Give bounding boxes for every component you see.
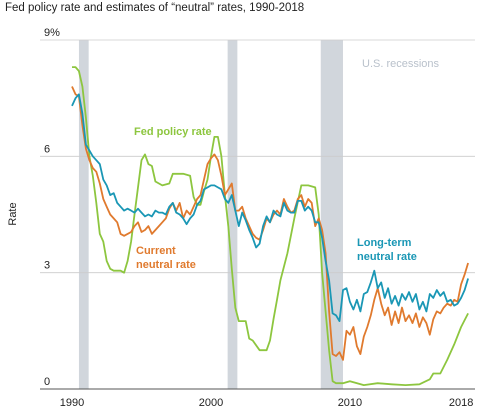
recession-band (78, 40, 89, 389)
recession-bands (78, 40, 343, 389)
annotation-line: neutral rate (136, 259, 196, 271)
fed-policy-rate-line (72, 66, 469, 386)
current-neutral-rate-line (71, 86, 469, 361)
series-annotation: Long-term neutral rate (357, 237, 417, 263)
x-tick-label: 2010 (338, 397, 362, 409)
x-tick-label: 1990 (60, 397, 84, 409)
x-tick-label: 2000 (199, 397, 223, 409)
recession-band (227, 40, 238, 389)
y-axis-label: Rate (7, 202, 19, 225)
y-tick-label: 3 (44, 260, 50, 272)
x-tick-labels: 1990 2000 2010 2018 (60, 397, 474, 409)
y-tick-label: 6 (44, 143, 50, 155)
x-tick-label: 2018 (449, 397, 473, 409)
chart-title: Fed policy rate and estimates of “neutra… (5, 2, 305, 14)
recessions-label: U.S. recessions (362, 58, 440, 70)
series-annotation: Fed policy rate (134, 126, 212, 138)
annotation-line: Fed policy rate (134, 126, 212, 138)
recession-band (320, 40, 343, 389)
annotation-line: Long-term (357, 237, 412, 249)
y-tick-label: 0 (44, 376, 50, 388)
y-tick-label: 9% (44, 27, 60, 39)
annotation-line: Current (136, 245, 176, 257)
annotation-line: neutral rate (357, 251, 417, 263)
long-term-neutral-rate-line (71, 93, 469, 322)
gridlines (40, 39, 475, 390)
series-annotation: Current neutral rate (136, 245, 196, 271)
y-tick-labels: 0 3 6 9% (44, 27, 60, 388)
series-lines (71, 66, 469, 386)
